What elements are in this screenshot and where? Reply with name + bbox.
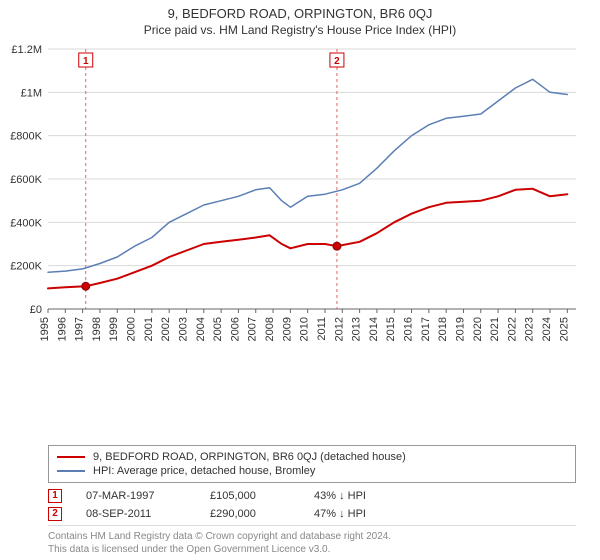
svg-text:2024: 2024 xyxy=(541,317,553,341)
sale-hpi: 47% ↓ HPI xyxy=(314,508,414,520)
footer-line: Contains HM Land Registry data © Crown c… xyxy=(48,530,576,543)
sale-price: £290,000 xyxy=(210,508,290,520)
svg-text:2000: 2000 xyxy=(126,317,138,341)
sale-date: 07-MAR-1997 xyxy=(86,490,186,502)
sales-row: 2 08-SEP-2011 £290,000 47% ↓ HPI xyxy=(48,505,576,523)
svg-text:2019: 2019 xyxy=(454,317,466,341)
svg-text:1997: 1997 xyxy=(74,317,86,341)
svg-text:£1.2M: £1.2M xyxy=(11,44,42,56)
svg-text:2005: 2005 xyxy=(212,317,224,341)
svg-text:£1M: £1M xyxy=(21,87,42,99)
svg-text:2025: 2025 xyxy=(558,317,570,341)
svg-text:2012: 2012 xyxy=(333,317,345,341)
svg-text:£600K: £600K xyxy=(10,174,42,186)
legend-item: HPI: Average price, detached house, Brom… xyxy=(57,464,567,478)
svg-text:1998: 1998 xyxy=(91,317,103,341)
sales-table: 1 07-MAR-1997 £105,000 43% ↓ HPI 2 08-SE… xyxy=(48,487,576,523)
svg-text:2015: 2015 xyxy=(385,317,397,341)
svg-text:£200K: £200K xyxy=(10,261,42,273)
svg-text:1995: 1995 xyxy=(39,317,51,341)
title-block: 9, BEDFORD ROAD, ORPINGTON, BR6 0QJ Pric… xyxy=(0,0,600,39)
legend-item: 9, BEDFORD ROAD, ORPINGTON, BR6 0QJ (det… xyxy=(57,450,567,464)
svg-text:2014: 2014 xyxy=(368,317,380,341)
line-chart-svg: £0 £200K £400K £600K £800K £1M £1.2M 1995 1996 19… xyxy=(0,39,600,359)
svg-text:2: 2 xyxy=(334,56,340,67)
sale-price: £105,000 xyxy=(210,490,290,502)
svg-text:2022: 2022 xyxy=(506,317,518,341)
svg-text:2020: 2020 xyxy=(472,317,484,341)
sale-date: 08-SEP-2011 xyxy=(86,508,186,520)
title-sub: Price paid vs. HM Land Registry's House … xyxy=(0,23,600,37)
sales-row: 1 07-MAR-1997 £105,000 43% ↓ HPI xyxy=(48,487,576,505)
svg-text:1999: 1999 xyxy=(108,317,120,341)
legend-label: HPI: Average price, detached house, Brom… xyxy=(93,465,315,477)
svg-text:2017: 2017 xyxy=(420,317,432,341)
svg-text:2013: 2013 xyxy=(351,317,363,341)
title-main: 9, BEDFORD ROAD, ORPINGTON, BR6 0QJ xyxy=(0,6,600,21)
svg-text:2023: 2023 xyxy=(524,317,536,341)
svg-text:2002: 2002 xyxy=(160,317,172,341)
sale-marker-badge: 2 xyxy=(48,507,62,521)
footer-line: This data is licensed under the Open Gov… xyxy=(48,543,576,556)
svg-text:2007: 2007 xyxy=(247,317,259,341)
chart-container: 9, BEDFORD ROAD, ORPINGTON, BR6 0QJ Pric… xyxy=(0,0,600,560)
sale-hpi: 43% ↓ HPI xyxy=(314,490,414,502)
svg-text:1996: 1996 xyxy=(56,317,68,341)
legend-swatch xyxy=(57,470,85,472)
svg-text:2011: 2011 xyxy=(316,317,328,341)
svg-text:2021: 2021 xyxy=(489,317,501,341)
svg-text:£400K: £400K xyxy=(10,217,42,229)
svg-text:2018: 2018 xyxy=(437,317,449,341)
legend-label: 9, BEDFORD ROAD, ORPINGTON, BR6 0QJ (det… xyxy=(93,451,406,463)
svg-text:2009: 2009 xyxy=(281,317,293,341)
footer: Contains HM Land Registry data © Crown c… xyxy=(48,525,576,556)
svg-text:2008: 2008 xyxy=(264,317,276,341)
svg-text:2016: 2016 xyxy=(403,317,415,341)
svg-text:2006: 2006 xyxy=(229,317,241,341)
svg-text:2004: 2004 xyxy=(195,317,207,341)
svg-text:2001: 2001 xyxy=(143,317,155,341)
svg-text:2003: 2003 xyxy=(177,317,189,341)
chart-area: £0 £200K £400K £600K £800K £1M £1.2M 1995 1996 19… xyxy=(0,39,600,441)
legend: 9, BEDFORD ROAD, ORPINGTON, BR6 0QJ (det… xyxy=(48,445,576,483)
svg-text:£800K: £800K xyxy=(10,131,42,143)
svg-text:2010: 2010 xyxy=(299,317,311,341)
sale-marker-badge: 1 xyxy=(48,489,62,503)
svg-text:£0: £0 xyxy=(30,304,42,316)
svg-text:1: 1 xyxy=(83,56,89,67)
legend-swatch xyxy=(57,456,85,458)
